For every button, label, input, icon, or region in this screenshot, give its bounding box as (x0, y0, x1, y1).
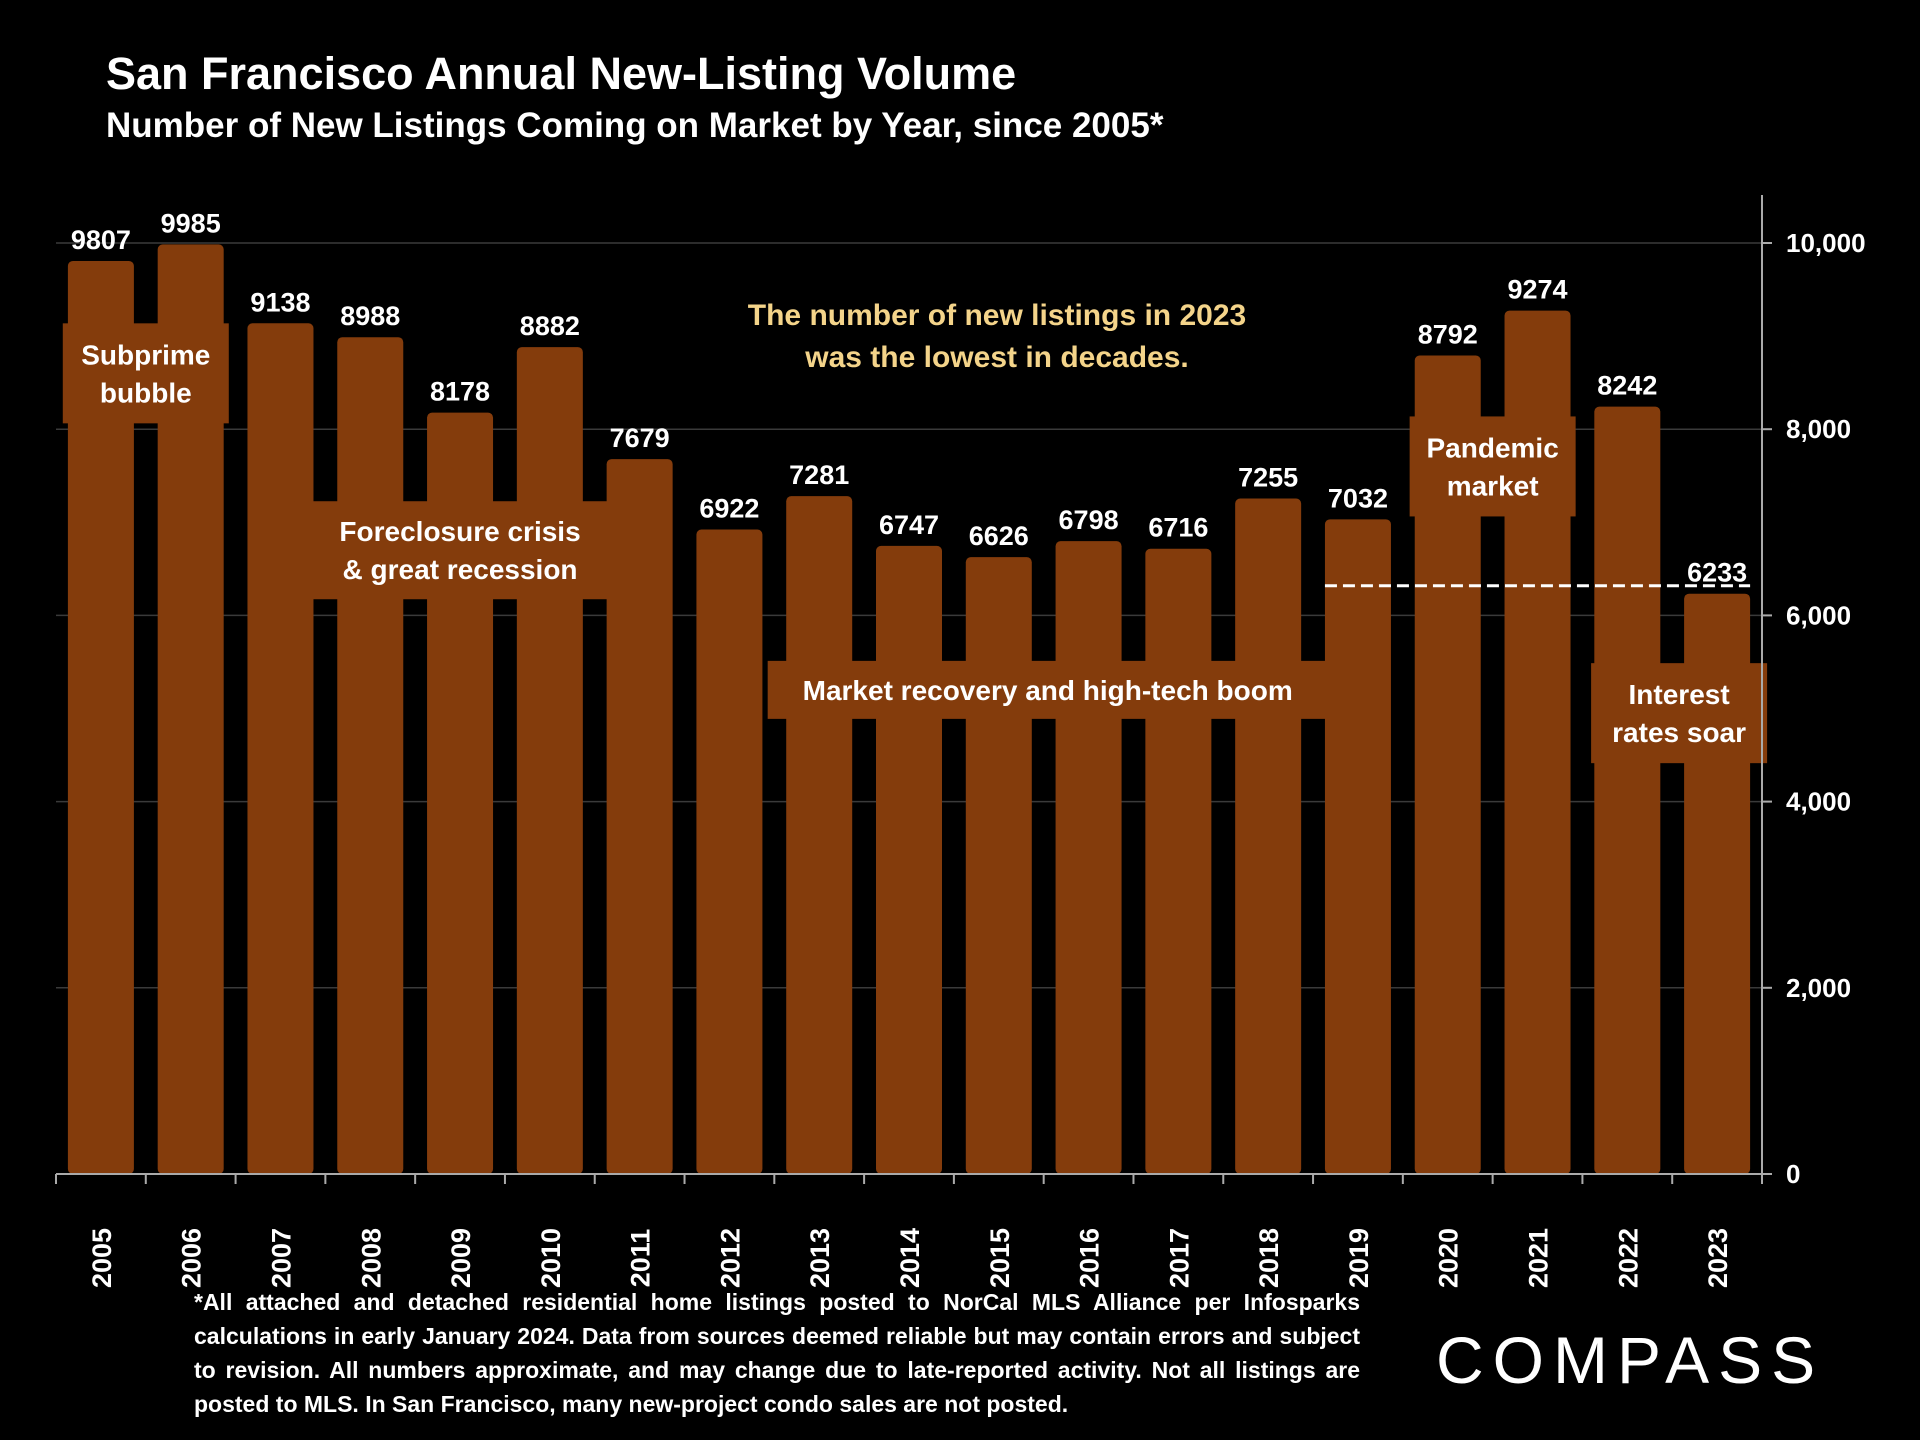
x-tick-label-2015: 2015 (985, 1228, 1015, 1288)
bar-2005 (67, 260, 134, 1175)
x-tick-label-2017: 2017 (1164, 1228, 1194, 1288)
x-tick-label-2018: 2018 (1254, 1228, 1284, 1288)
data-labels: 9807 9985 9138 8988 8178 8882 7679 6922 7281 6747… (71, 208, 1747, 587)
annotation-text: bubble (100, 377, 192, 408)
x-tick-label-2009: 2009 (446, 1228, 476, 1288)
bar-2006 (157, 244, 224, 1175)
x-tick-label-2007: 2007 (266, 1228, 296, 1288)
bar-2010 (516, 347, 583, 1174)
x-tick-label-2005: 2005 (87, 1228, 117, 1288)
x-tick-label-2008: 2008 (356, 1228, 386, 1288)
x-tick-label-2022: 2022 (1613, 1228, 1643, 1288)
x-tick-label-2023: 2023 (1703, 1228, 1733, 1288)
axes: 0 2,000 4,000 6,000 8,000 10,000 2005 2006 2007 2… (55, 195, 1866, 1288)
bar-2018 (1235, 498, 1302, 1174)
data-label-2020: 8792 (1418, 319, 1478, 349)
bar-2007 (247, 323, 314, 1174)
compass-logo: COMPASS (1436, 1323, 1825, 1397)
y-tick-label: 2,000 (1786, 973, 1851, 1003)
bar-2017 (1145, 548, 1212, 1174)
bar-2008 (337, 337, 404, 1175)
data-label-2016: 6798 (1059, 505, 1119, 535)
annotation-text: & great recession (343, 554, 578, 585)
bar-2022 (1594, 406, 1661, 1174)
bar-2012 (696, 529, 763, 1174)
bar-2016 (1055, 541, 1122, 1174)
x-tick-label-2019: 2019 (1344, 1228, 1374, 1288)
annotations: Subprime bubble Foreclosure crisis & great … (62, 323, 1768, 764)
x-tick-label-2021: 2021 (1524, 1228, 1554, 1288)
data-label-2015: 6626 (969, 521, 1029, 551)
data-label-2014: 6747 (879, 510, 939, 540)
x-tick-label-2010: 2010 (536, 1228, 566, 1288)
annotation-text: Market recovery and high-tech boom (803, 675, 1293, 706)
callout: The number of new listings in 2023 was th… (748, 299, 1246, 374)
data-label-2021: 9274 (1507, 275, 1567, 305)
data-label-2009: 8178 (430, 377, 490, 407)
bar-2015 (965, 557, 1032, 1174)
callout-line: was the lowest in decades. (804, 341, 1188, 374)
data-label-2011: 7679 (610, 423, 670, 453)
bar-2009 (427, 412, 494, 1175)
x-tick-label-2020: 2020 (1434, 1228, 1464, 1288)
x-tick-label-2013: 2013 (805, 1228, 835, 1288)
data-label-2008: 8988 (340, 301, 400, 331)
bar-2011 (606, 459, 673, 1175)
annotation-box (1591, 663, 1768, 764)
y-tick-label: 10,000 (1786, 228, 1866, 258)
data-label-2012: 6922 (699, 494, 759, 524)
y-tick-label: 0 (1786, 1159, 1800, 1189)
data-label-2006: 9985 (161, 208, 221, 238)
chart-subtitle: Number of New Listings Coming on Market … (106, 106, 1164, 145)
annotation-text: rates soar (1612, 717, 1746, 748)
y-tick-label: 6,000 (1786, 600, 1851, 630)
annotation-text: market (1447, 470, 1539, 501)
data-label-2023: 6233 (1687, 558, 1747, 588)
x-tick-label-2016: 2016 (1075, 1228, 1105, 1288)
chart-title: San Francisco Annual New-Listing Volume (106, 48, 1017, 99)
x-tick-label-2012: 2012 (715, 1228, 745, 1288)
data-label-2013: 7281 (789, 460, 849, 490)
data-label-2005: 9807 (71, 225, 131, 255)
annotation-box (767, 660, 1328, 719)
bar-2019 (1324, 519, 1391, 1174)
bar-series (67, 244, 1751, 1175)
bar-2013 (786, 496, 853, 1174)
annotation-text: Pandemic (1426, 432, 1558, 463)
data-label-2019: 7032 (1328, 483, 1388, 513)
annotation-box (62, 323, 229, 424)
y-tick-label: 4,000 (1786, 787, 1851, 817)
data-label-2017: 6716 (1148, 513, 1208, 543)
callout-line: The number of new listings in 2023 (748, 299, 1246, 332)
bar-2014 (876, 545, 942, 1174)
data-label-2007: 9138 (250, 287, 310, 317)
bar-2021 (1504, 310, 1571, 1175)
annotation-text: Foreclosure crisis (339, 516, 580, 547)
data-label-2022: 8242 (1597, 371, 1657, 401)
annotation-box (294, 501, 627, 600)
x-tick-label-2011: 2011 (626, 1229, 656, 1288)
footnote: *All attached and detached residential h… (194, 1289, 1360, 1417)
bar-2020 (1414, 355, 1481, 1174)
annotation-text: Subprime (81, 339, 210, 370)
data-label-2018: 7255 (1238, 463, 1298, 493)
data-label-2010: 8882 (520, 311, 580, 341)
annotation-text: Interest (1629, 679, 1730, 710)
x-tick-label-2006: 2006 (177, 1228, 207, 1288)
x-tick-label-2014: 2014 (895, 1228, 925, 1288)
y-tick-label: 8,000 (1786, 414, 1851, 444)
annotation-box (1409, 416, 1576, 517)
